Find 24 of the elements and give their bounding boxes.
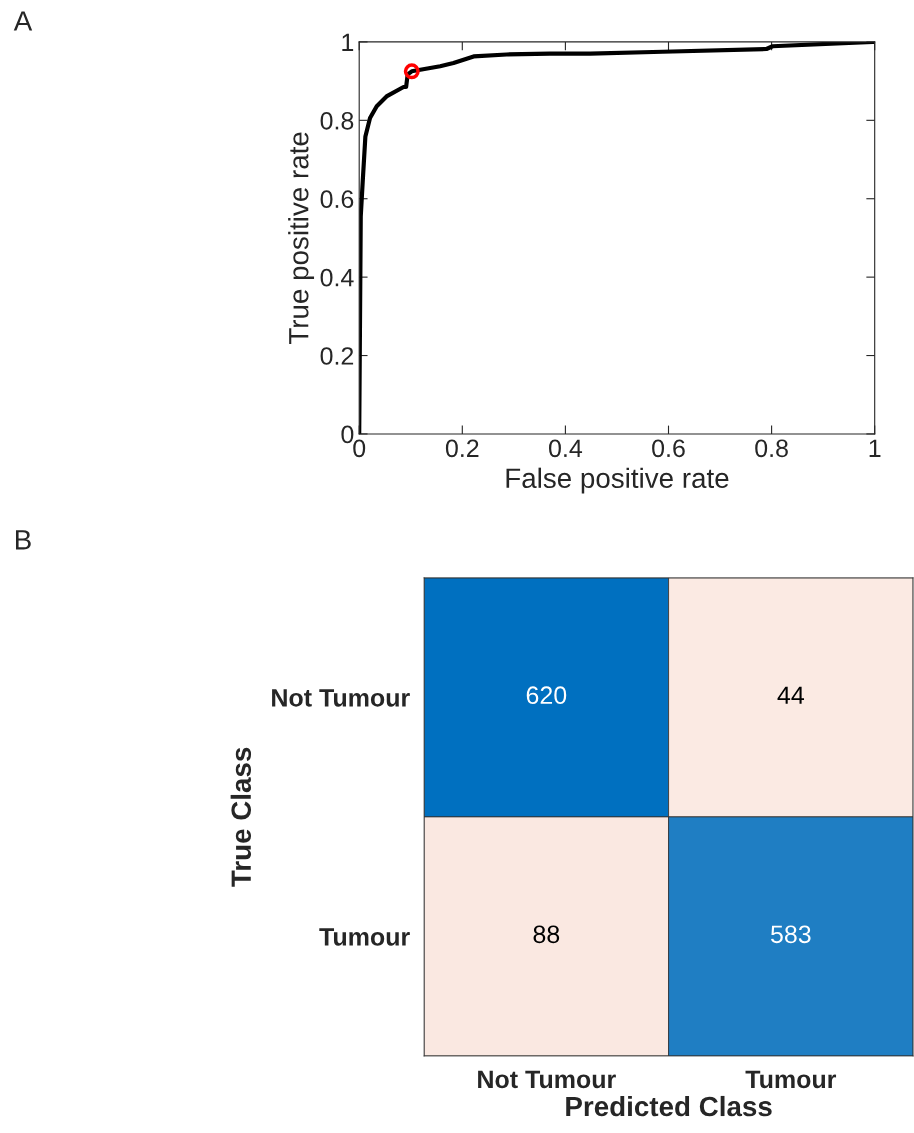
text: A (13, 11, 33, 31)
y-axis-title: True Class (230, 747, 252, 887)
line-series (359, 41, 875, 434)
data-label: 44 (777, 686, 805, 704)
y-tick-label: 0.2 (320, 347, 354, 365)
x-axis-title: False positive rate (506, 467, 729, 494)
x-axis-title: Predicted Class (566, 1095, 772, 1117)
x-tick-label: 0.8 (755, 439, 788, 458)
y-tick-label: Tumour (319, 928, 410, 946)
x-tick-label: 0.6 (652, 439, 685, 458)
y-tick-label: 0.4 (320, 268, 354, 287)
data-label: 620 (526, 686, 567, 705)
data-label: 583 (770, 925, 811, 944)
y-tick-label: Not Tumour (272, 689, 410, 707)
y-tick-label: 1 (342, 33, 354, 51)
x-tick-label: 0.4 (549, 439, 583, 458)
y-tick-label: 0 (341, 425, 354, 444)
data-label: 88 (533, 925, 560, 944)
text: B (15, 530, 31, 550)
y-tick-label: 0.6 (320, 190, 354, 209)
x-tick-label: 0.2 (445, 439, 479, 458)
y-axis-title: True positive rate (288, 132, 315, 345)
y-tick-label: 0.8 (320, 111, 354, 130)
x-tick-label: 1 (869, 439, 881, 457)
